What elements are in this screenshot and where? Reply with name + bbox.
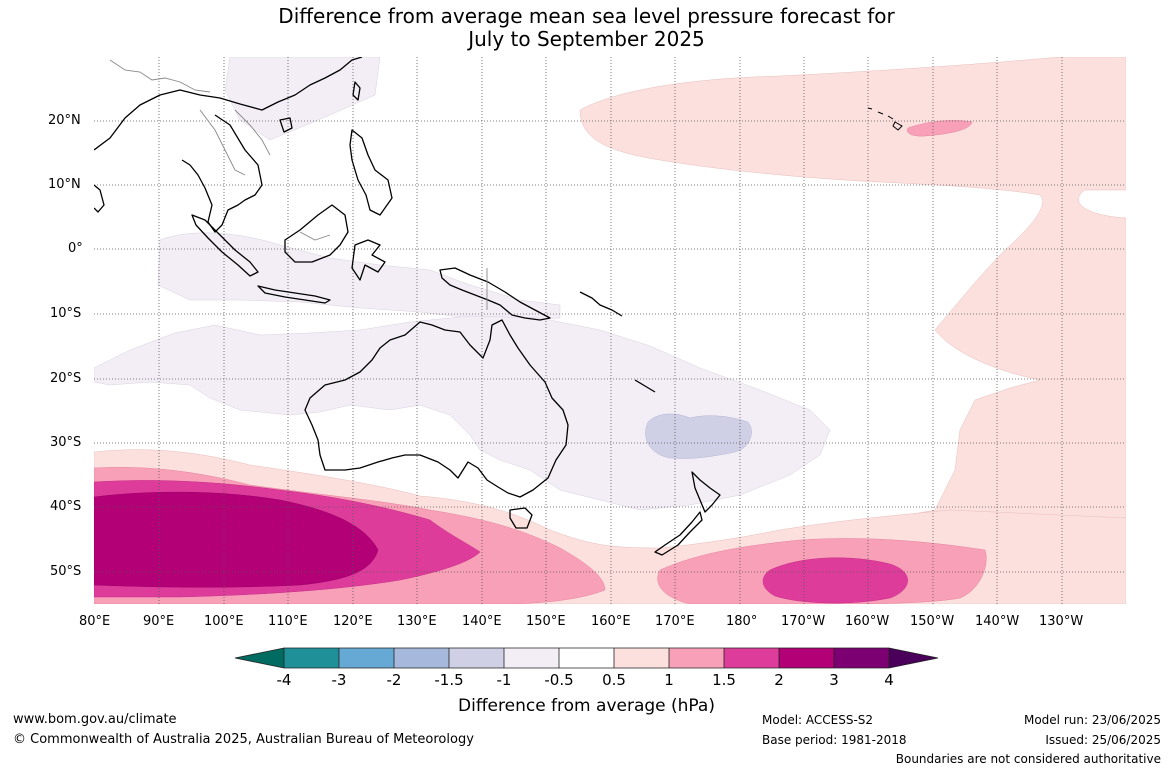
- colorbar-tick-label: 3: [829, 671, 839, 689]
- anomaly-region-plus05-pacific: [579, 57, 1126, 604]
- lon-label-140e: 140°E: [462, 614, 502, 629]
- footer-issued: Issued: 25/06/2025: [1045, 733, 1161, 747]
- lon-label-90e: 90°E: [143, 614, 175, 629]
- hawaii-islands: [867, 107, 903, 131]
- lat-label-10n: 10°N: [48, 177, 81, 192]
- coastline-new-zealand-south: [654, 511, 703, 556]
- colorbar-tick-label: -4: [276, 671, 292, 689]
- anomaly-region-minus05-equatorial: [157, 232, 561, 321]
- title-line-2: July to September 2025: [468, 27, 705, 51]
- title-line-1: Difference from average mean sea level p…: [278, 4, 895, 28]
- lon-label-150w: 150°W: [910, 614, 955, 629]
- lat-label-0: 0°: [68, 241, 83, 256]
- lon-label-160e: 160°E: [591, 614, 631, 629]
- coastline-hainan: [279, 117, 293, 133]
- lon-label-130e: 130°E: [397, 614, 437, 629]
- coastline-tasmania: [509, 507, 533, 529]
- coastline-java: [257, 285, 331, 304]
- lon-label-100e: 100°E: [204, 614, 244, 629]
- colorbar-tick-label: 1: [664, 671, 674, 689]
- lon-label-170e: 170°E: [655, 614, 695, 629]
- colorbar-tick-label: -3: [331, 671, 347, 689]
- coastline-solomon-islands: [579, 291, 623, 317]
- colorbar-tick-label: -0.5: [544, 671, 574, 689]
- colorbar-bin-4: [449, 648, 504, 668]
- coastline-philippines: [349, 129, 393, 216]
- footer-disclaimer: Boundaries are not considered authoritat…: [895, 752, 1161, 766]
- anomaly-region-minus05-north: [224, 57, 381, 141]
- colorbar: [234, 647, 939, 669]
- footer-copyright: © Commonwealth of Australia 2025, Austra…: [13, 732, 474, 747]
- coastline-australia: [304, 319, 569, 498]
- chart-title: Difference from average mean sea level p…: [0, 5, 1173, 51]
- lon-label-130w: 130°W: [1039, 614, 1084, 629]
- colorbar-bin-10: [779, 648, 834, 668]
- footer-model: Model: ACCESS-S2: [762, 713, 874, 727]
- colorbar-bin-5: [504, 648, 559, 668]
- lat-label-20s: 20°S: [50, 371, 82, 386]
- colorbar-bin-1: [284, 648, 339, 668]
- gridlines: [94, 57, 1126, 604]
- colorbar-tick-label: 0.5: [602, 671, 626, 689]
- colorbar-bin-11: [834, 648, 889, 668]
- lon-label-110e: 110°E: [268, 614, 308, 629]
- coastline-indochina: [181, 114, 263, 233]
- lat-label-40s: 40°S: [50, 499, 82, 514]
- anomaly-region-minus05-australia: [94, 315, 831, 511]
- colorbar-arrow-low: [235, 648, 284, 668]
- coastline-new-zealand-north: [691, 471, 721, 513]
- colorbar-tick-label: -1.5: [434, 671, 464, 689]
- lon-label-80e: 80°E: [79, 614, 111, 629]
- lat-label-10s: 10°S: [50, 306, 82, 321]
- anomaly-region-minus1-tasman: [645, 413, 752, 459]
- colorbar-bin-3: [394, 648, 449, 668]
- coastline-sulawesi: [351, 239, 386, 281]
- coastlines: [94, 57, 721, 556]
- footer-url: www.bom.gov.au/climate: [13, 712, 177, 727]
- coastline-new-guinea: [439, 267, 551, 321]
- colorbar-bin-8: [669, 648, 724, 668]
- coastline-sumatra: [191, 214, 259, 277]
- colorbar-bin-9: [724, 648, 779, 668]
- lat-label-30s: 30°S: [50, 435, 82, 450]
- coastline-mainland-asia: [94, 57, 363, 151]
- colorbar-bin-7: [614, 648, 669, 668]
- lon-label-150e: 150°E: [526, 614, 566, 629]
- lat-label-20n: 20°N: [48, 113, 81, 128]
- coastline-taiwan: [352, 81, 361, 101]
- country-borders: [109, 59, 488, 310]
- footer-model-run: Model run: 23/06/2025: [1023, 713, 1161, 727]
- footer-base-period: Base period: 1981-2018: [762, 733, 907, 747]
- colorbar-arrow-high: [889, 648, 938, 668]
- colorbar-tick-label: -2: [386, 671, 402, 689]
- colorbar-tick-label: 4: [884, 671, 894, 689]
- map-area: [94, 57, 1126, 604]
- lon-label-140w: 140°W: [975, 614, 1020, 629]
- lon-label-160w: 160°W: [845, 614, 890, 629]
- coastline-borneo: [284, 204, 349, 263]
- colorbar-bin-2: [339, 648, 394, 668]
- anomaly-region-plus2-south-west: [94, 491, 379, 588]
- lon-label-170w: 170°W: [781, 614, 826, 629]
- coastline-india-tip: [94, 184, 105, 213]
- colorbar-tick-label: -1: [496, 671, 512, 689]
- lat-label-50s: 50°S: [50, 564, 82, 579]
- lon-label-120e: 120°E: [333, 614, 373, 629]
- colorbar-tick-label: 1.5: [712, 671, 736, 689]
- coastline-new-caledonia: [634, 379, 656, 393]
- colorbar-bin-6: [559, 648, 614, 668]
- colorbar-tick-label: 2: [774, 671, 784, 689]
- colorbar-title: Difference from average (hPa): [458, 696, 715, 716]
- lon-label-180: 180°: [726, 614, 758, 629]
- anomaly-region-plus15-south-east: [762, 557, 908, 604]
- anomaly-region-plus1-hawaii: [907, 120, 973, 137]
